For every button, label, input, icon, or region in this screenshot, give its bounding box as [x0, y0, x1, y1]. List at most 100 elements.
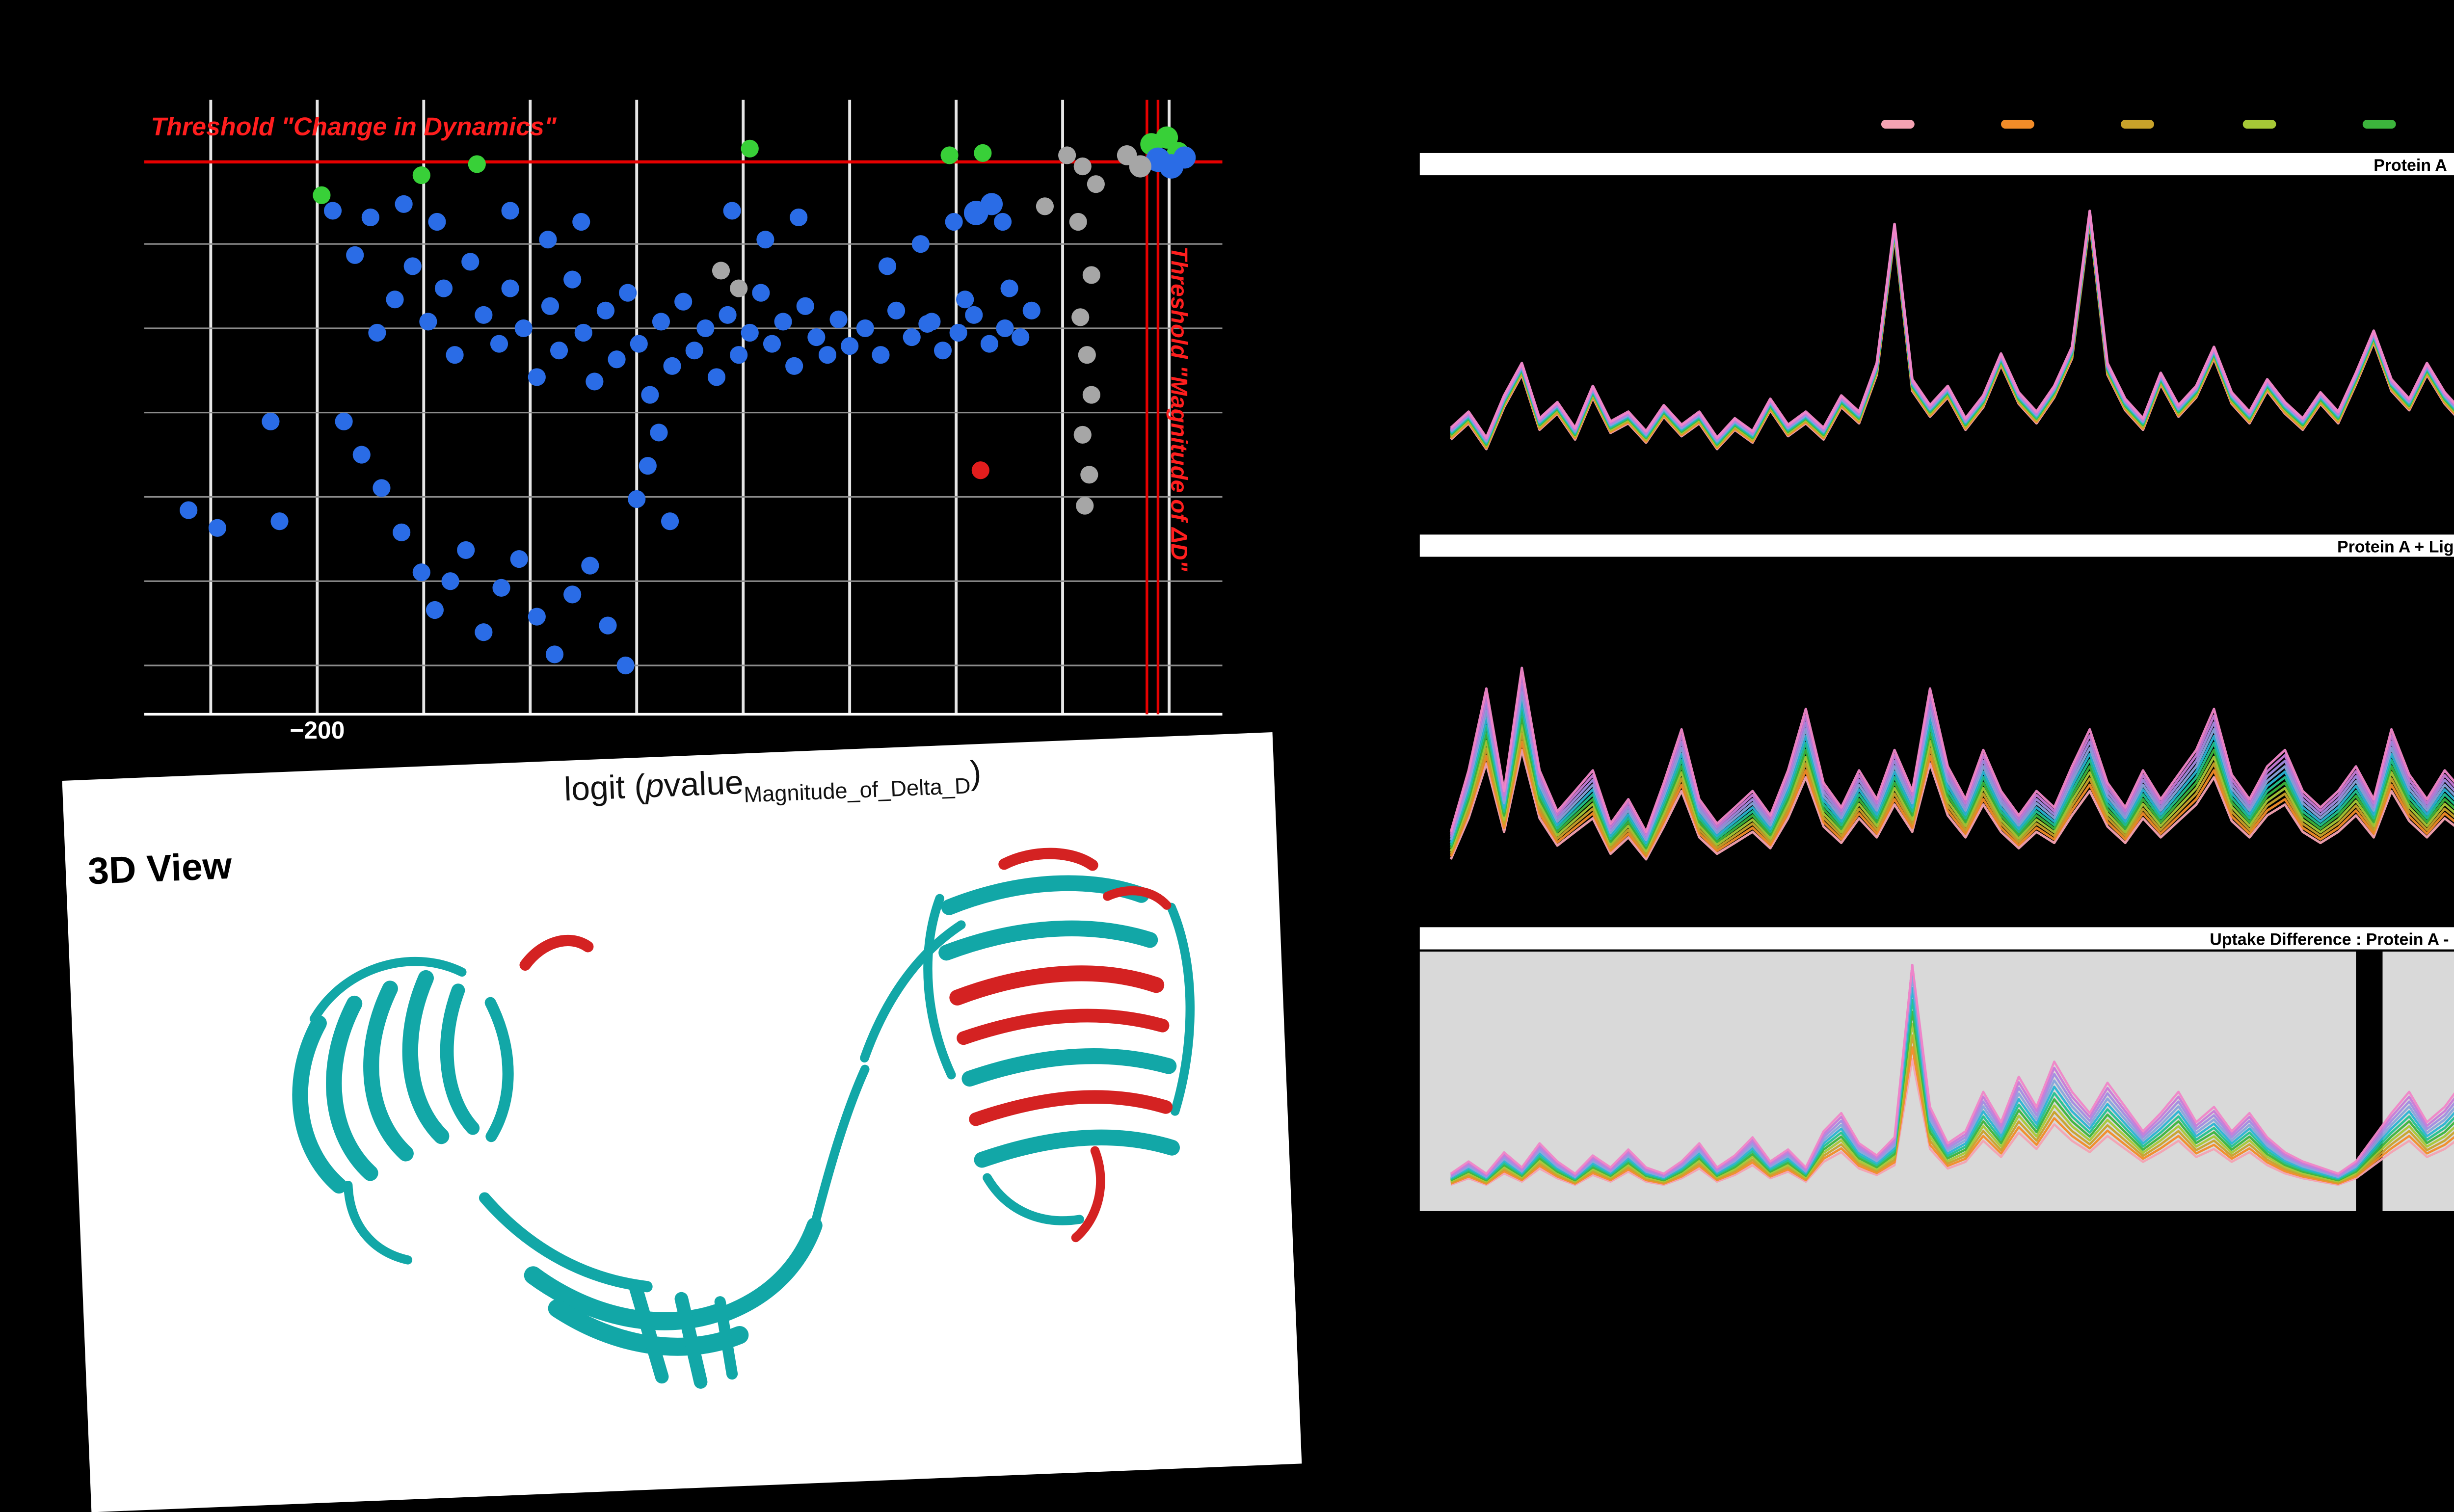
- scatter-point-blue[interactable]: [475, 306, 493, 324]
- scatter-point-gray[interactable]: [1071, 308, 1090, 326]
- series-line[interactable]: [1449, 589, 2454, 839]
- scatter-point-blue[interactable]: [993, 212, 1012, 231]
- volcano-plot-canvas[interactable]: [144, 100, 1236, 765]
- scatter-point-blue[interactable]: [790, 208, 808, 227]
- scatter-point-blue[interactable]: [403, 257, 422, 275]
- scatter-point-blue[interactable]: [841, 337, 859, 355]
- scatter-point-blue[interactable]: [878, 257, 897, 275]
- scatter-point-blue[interactable]: [903, 328, 921, 346]
- series-line[interactable]: [1450, 963, 2454, 1176]
- uptake-chart-protein-a[interactable]: [1420, 178, 2454, 528]
- scatter-point-blue[interactable]: [756, 231, 774, 249]
- legend-swatch[interactable]: [2362, 120, 2396, 129]
- series-line[interactable]: [1449, 659, 2454, 855]
- scatter-point-gray[interactable]: [1036, 197, 1054, 215]
- series-line[interactable]: [1450, 1046, 2454, 1185]
- scatter-point-blue[interactable]: [490, 335, 508, 353]
- series-line[interactable]: [1449, 577, 2454, 836]
- scatter-point-blue[interactable]: [949, 323, 967, 342]
- 3d-view-panel[interactable]: logit (pvalueMagnitude_of_Delta_D) 3D Vi…: [62, 732, 1302, 1512]
- series-line[interactable]: [1449, 624, 2454, 847]
- scatter-point-blue[interactable]: [774, 313, 792, 331]
- protein-structure[interactable]: [177, 822, 1264, 1441]
- scatter-point-blue[interactable]: [596, 301, 615, 319]
- scatter-point-blue[interactable]: [911, 235, 930, 253]
- scatter-point-blue[interactable]: [963, 201, 988, 225]
- legend-swatch[interactable]: [2001, 120, 2035, 129]
- scatter-point-blue[interactable]: [510, 550, 528, 568]
- scatter-point-blue[interactable]: [980, 335, 998, 353]
- scatter-point-blue[interactable]: [599, 616, 617, 635]
- scatter-point-blue[interactable]: [730, 346, 748, 364]
- scatter-point-blue[interactable]: [346, 246, 364, 264]
- scatter-point-blue[interactable]: [763, 335, 781, 353]
- scatter-point-blue[interactable]: [475, 623, 493, 641]
- scatter-point-blue[interactable]: [652, 313, 670, 331]
- scatter-point-blue[interactable]: [616, 656, 635, 675]
- scatter-point-blue[interactable]: [661, 512, 679, 531]
- scatter-point-blue[interactable]: [696, 319, 715, 338]
- scatter-point-blue[interactable]: [674, 292, 693, 311]
- scatter-point-blue[interactable]: [581, 557, 599, 575]
- scatter-point-blue[interactable]: [545, 645, 564, 663]
- scatter-point-blue[interactable]: [434, 279, 453, 297]
- series-line[interactable]: [1449, 635, 2454, 849]
- series-line[interactable]: [1449, 600, 2454, 842]
- scatter-point-blue[interactable]: [707, 368, 726, 386]
- scatter-point-blue[interactable]: [741, 323, 759, 342]
- volcano-plot[interactable]: Threshold "Change in Dynamics" Threshold…: [144, 100, 1236, 765]
- scatter-point-blue[interactable]: [323, 202, 342, 220]
- scatter-point-blue[interactable]: [1174, 146, 1196, 169]
- scatter-point-blue[interactable]: [180, 501, 198, 519]
- scatter-point-blue[interactable]: [996, 319, 1014, 338]
- scatter-point-gray[interactable]: [712, 262, 730, 280]
- scatter-point-blue[interactable]: [945, 212, 963, 231]
- series-line[interactable]: [1450, 975, 2454, 1178]
- scatter-point-blue[interactable]: [373, 479, 391, 497]
- scatter-point-blue[interactable]: [352, 446, 371, 464]
- scatter-point-blue[interactable]: [785, 357, 803, 375]
- uptake-difference-chart[interactable]: [1419, 952, 2454, 1211]
- scatter-point-gray[interactable]: [1117, 145, 1137, 165]
- scatter-point-blue[interactable]: [719, 306, 737, 324]
- scatter-point-blue[interactable]: [639, 457, 657, 475]
- scatter-point-green[interactable]: [313, 186, 331, 204]
- uptake-chart-protein-a-ligand-canvas[interactable]: [1420, 559, 2454, 927]
- scatter-point-blue[interactable]: [426, 601, 444, 619]
- series-line[interactable]: [1450, 1010, 2454, 1182]
- scatter-point-blue[interactable]: [641, 386, 659, 404]
- scatter-point-green[interactable]: [741, 139, 759, 158]
- series-line[interactable]: [1450, 963, 2454, 1177]
- scatter-point-blue[interactable]: [550, 342, 568, 360]
- scatter-point-blue[interactable]: [856, 319, 874, 338]
- scatter-point-blue[interactable]: [501, 279, 519, 297]
- series-line[interactable]: [1449, 647, 2454, 852]
- series-line[interactable]: [1450, 1022, 2454, 1183]
- scatter-point-gray[interactable]: [1076, 497, 1094, 515]
- scatter-point-blue[interactable]: [539, 231, 557, 249]
- scatter-point-blue[interactable]: [572, 212, 590, 231]
- scatter-point-blue[interactable]: [965, 306, 983, 324]
- scatter-point-blue[interactable]: [386, 291, 404, 309]
- scatter-point-blue[interactable]: [428, 212, 446, 231]
- scatter-point-blue[interactable]: [419, 313, 437, 331]
- series-line[interactable]: [1450, 986, 2454, 1179]
- series-line[interactable]: [1450, 999, 2454, 1181]
- scatter-point-gray[interactable]: [1080, 466, 1098, 484]
- scatter-point-blue[interactable]: [650, 424, 668, 442]
- series-line[interactable]: [1449, 670, 2454, 858]
- scatter-point-blue[interactable]: [807, 328, 826, 346]
- scatter-point-blue[interactable]: [1012, 328, 1030, 346]
- scatter-point-blue[interactable]: [441, 572, 459, 590]
- scatter-point-blue[interactable]: [723, 202, 741, 220]
- scatter-point-blue[interactable]: [1022, 301, 1040, 319]
- scatter-point-blue[interactable]: [262, 412, 280, 430]
- scatter-point-blue[interactable]: [563, 270, 582, 289]
- scatter-point-blue[interactable]: [446, 346, 464, 364]
- uptake-difference-canvas[interactable]: [1420, 952, 2454, 1211]
- series-line[interactable]: [1449, 572, 2454, 833]
- scatter-point-blue[interactable]: [528, 368, 546, 386]
- scatter-point-blue[interactable]: [1000, 279, 1018, 297]
- scatter-point-blue[interactable]: [361, 208, 379, 227]
- scatter-point-blue[interactable]: [412, 563, 430, 582]
